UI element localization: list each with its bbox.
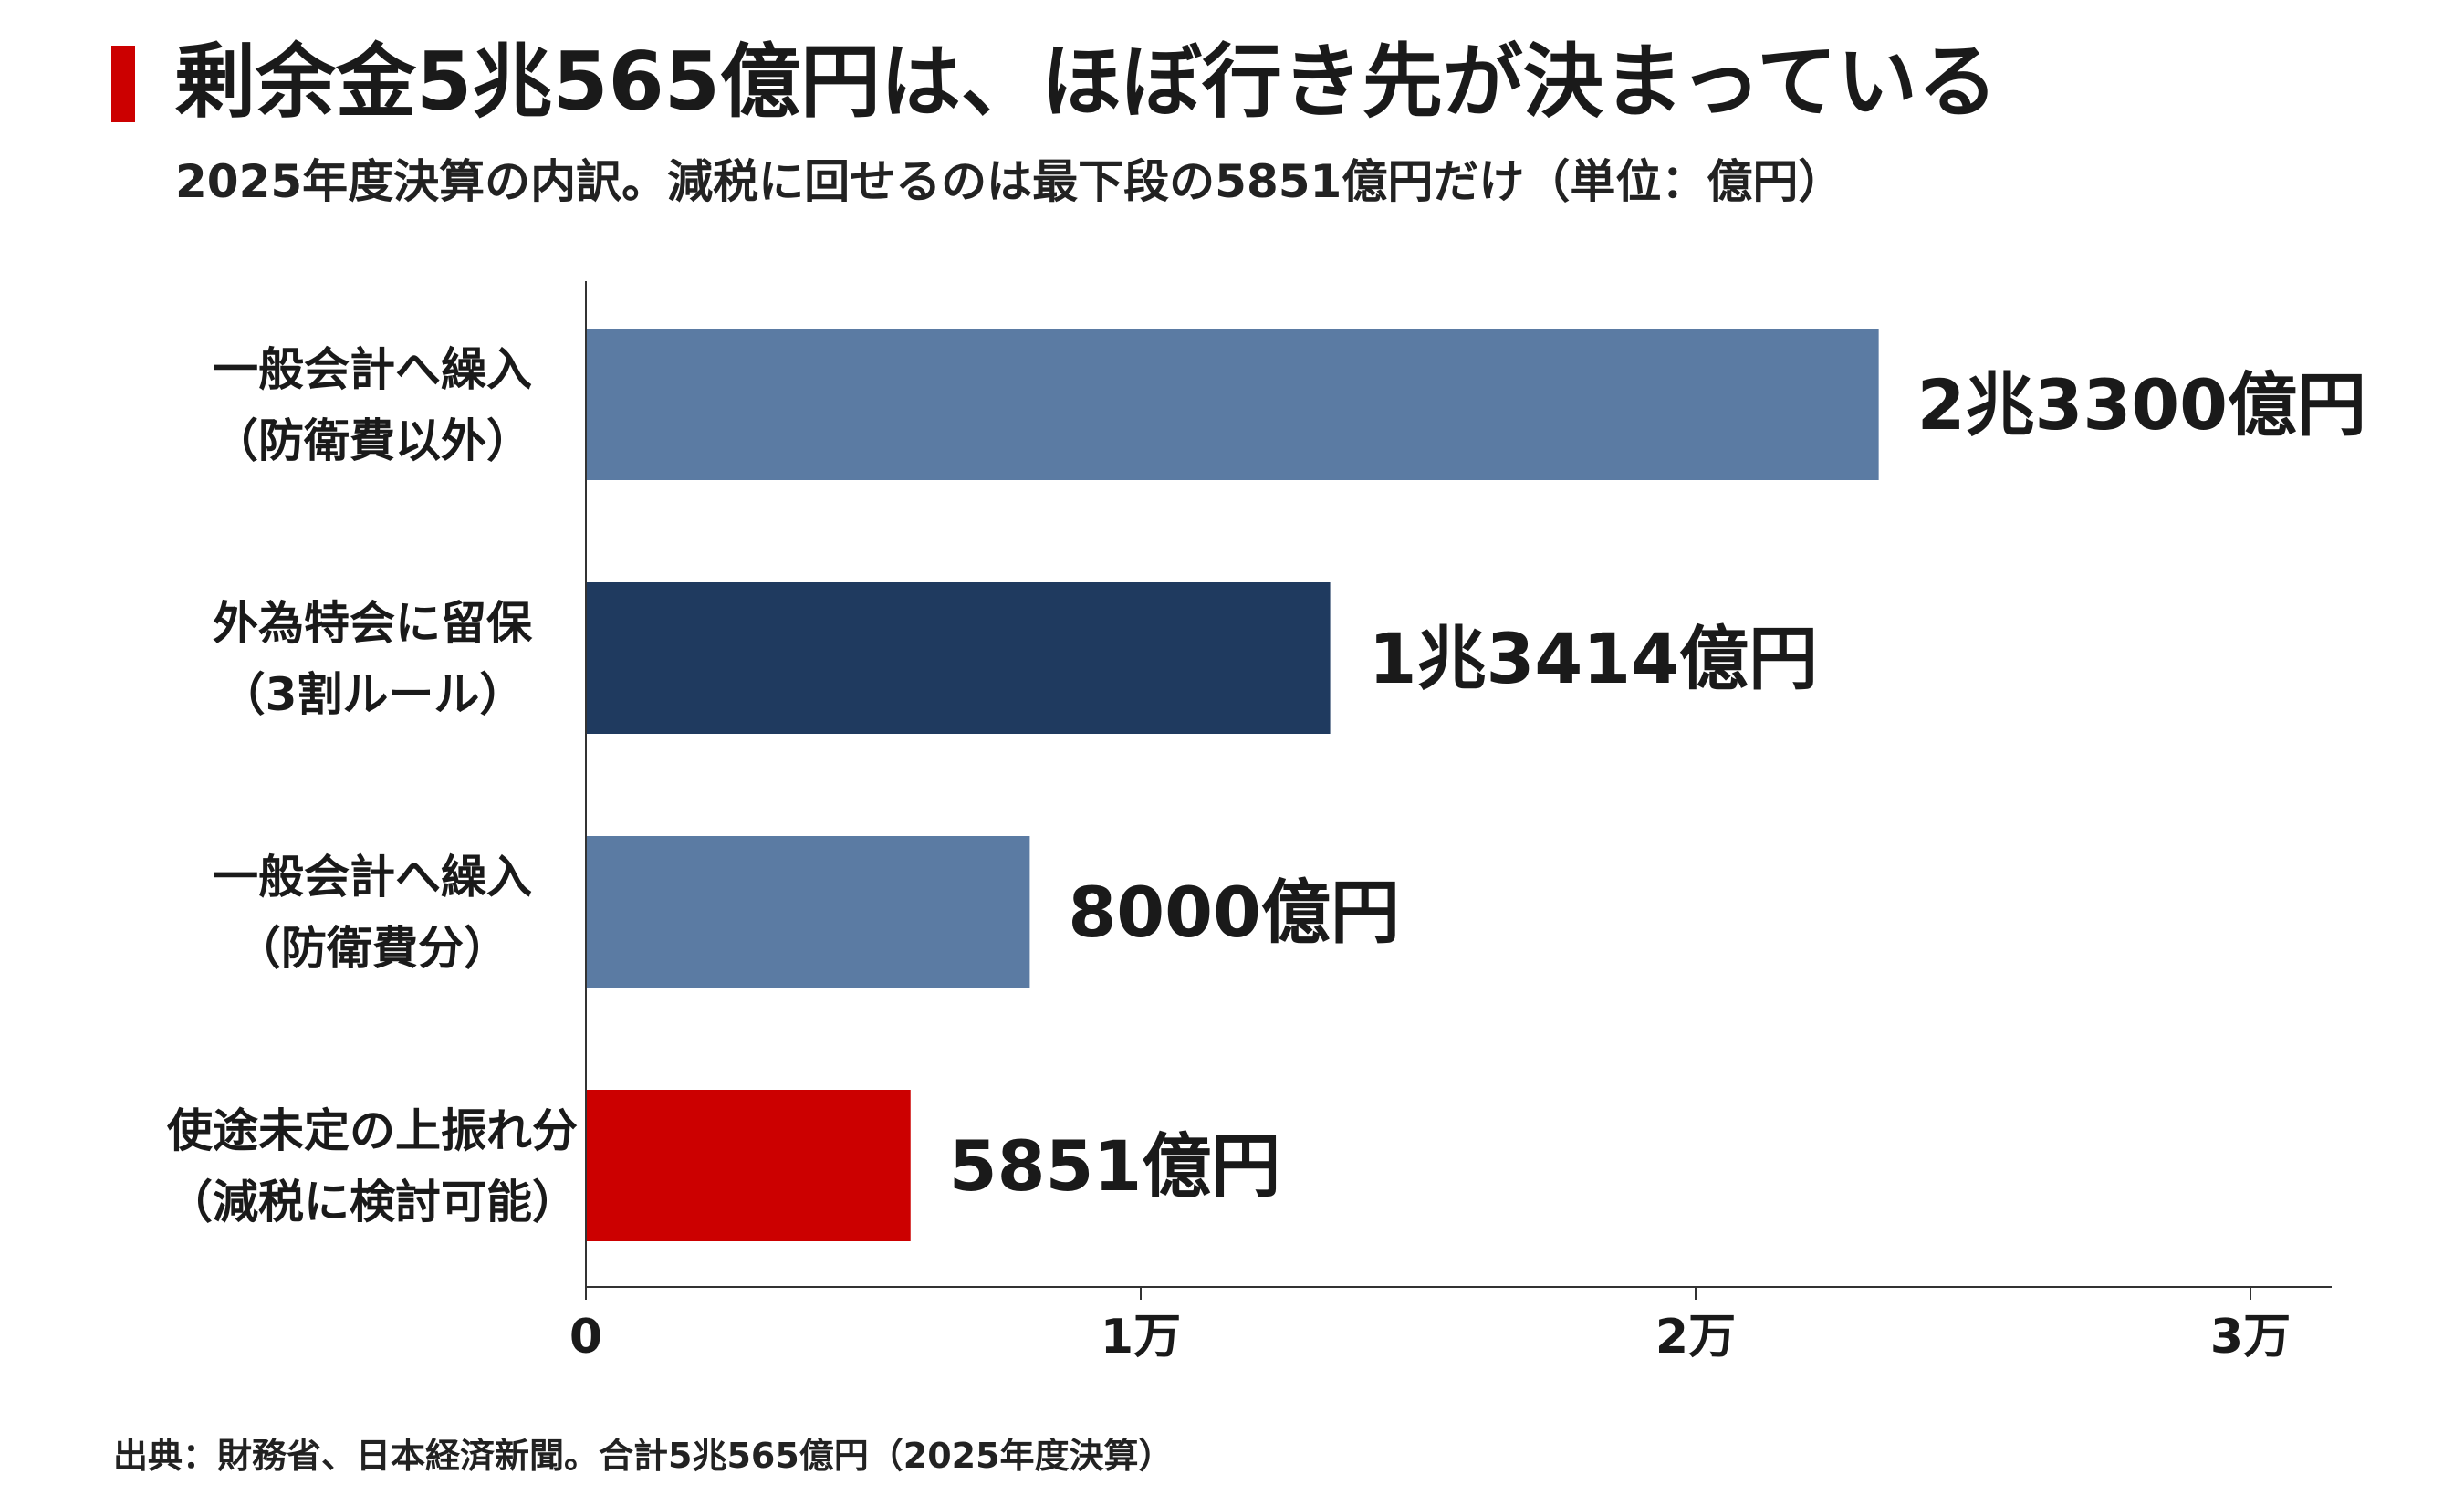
chart-subtitle: 2025年度決算の内訳。減税に回せるのは最下段の5851億円だけ（単位：億円） <box>175 155 1844 208</box>
category-label-3-0: 使途未定の上振れ分 <box>167 1104 578 1157</box>
x-tick-label-1: 1万 <box>1101 1310 1181 1365</box>
category-label-0-0: 一般会計へ繰入 <box>213 343 532 396</box>
chart-title: 剰余金5兆565億円は、ほぼ行き先が決まっている <box>175 35 1999 129</box>
x-tick-label-3: 3万 <box>2210 1310 2291 1365</box>
value-label-0: 2兆3300億円 <box>1917 364 2366 445</box>
x-tick-label-0: 0 <box>569 1310 602 1365</box>
value-label-2: 8000億円 <box>1068 872 1400 953</box>
category-label-2-1: （防衛費分） <box>235 922 509 975</box>
category-label-1-1: （3割ルール） <box>220 668 526 721</box>
title-accent-bar <box>111 46 135 122</box>
bar-1 <box>586 582 1331 734</box>
value-label-3: 5851億円 <box>949 1125 1281 1207</box>
category-label-0-1: （防衛費以外） <box>213 414 532 467</box>
x-tick-label-2: 2万 <box>1655 1310 1736 1365</box>
bar-0 <box>586 329 1879 480</box>
bar-3 <box>586 1090 911 1241</box>
source-note: 出典：財務省、日本経済新聞。合計5兆565億円（2025年度決算） <box>113 1436 1174 1476</box>
value-label-1: 1兆3414億円 <box>1369 618 1818 699</box>
category-label-2-0: 一般会計へ繰入 <box>213 851 532 904</box>
bar-2 <box>586 836 1030 988</box>
category-label-1-0: 外為特会に留保 <box>213 597 533 650</box>
category-label-3-1: （減税に検討可能） <box>167 1176 578 1229</box>
